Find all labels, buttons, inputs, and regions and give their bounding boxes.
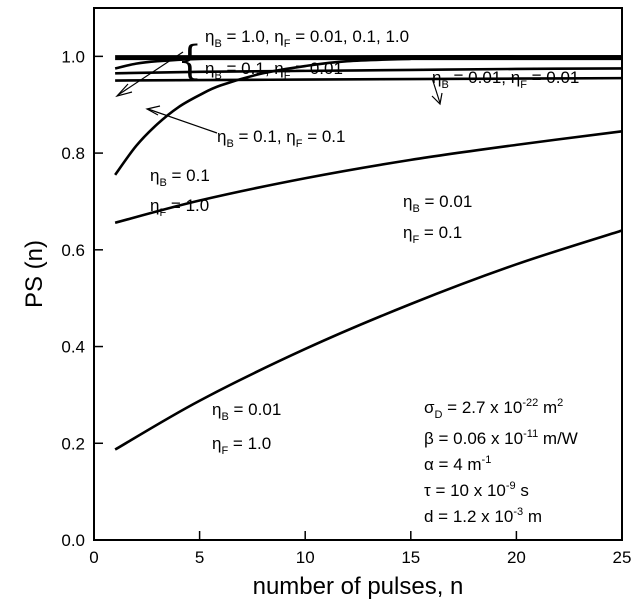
annotation-top-left-2: ηB = 0.1, ηF = 0.01	[205, 59, 343, 82]
x-tick-label: 15	[401, 548, 420, 567]
x-axis-title: number of pulses, n	[253, 573, 464, 600]
annotation-bottom-2: ηF = 1.0	[212, 434, 271, 457]
annotation-middle: ηB = 0.1, ηF = 0.1	[217, 127, 345, 150]
x-tick-label: 5	[195, 548, 204, 567]
axis-ticks: 0 5 10 15 20 25 0.0 0.2 0.4 0.6 0.8 1.0	[61, 47, 631, 567]
x-tick-label: 0	[89, 548, 98, 567]
arrow-top-right	[431, 77, 441, 104]
arrow-middle	[147, 108, 218, 134]
annotation-right-2: ηF = 0.1	[403, 223, 462, 246]
series-line-3	[114, 55, 622, 70]
arrow-top-left	[117, 51, 184, 96]
y-tick-label: 0.2	[61, 434, 85, 453]
param-beta: β = 0.06 x 10-11 m/W	[424, 428, 578, 448]
x-tick-label: 10	[296, 548, 315, 567]
plot-frame	[93, 7, 623, 541]
arrow-top-left-head	[115, 83, 133, 98]
series-line-7	[114, 130, 623, 224]
y-tick-label: 0.6	[61, 241, 85, 260]
arrow-middle-head	[145, 105, 161, 116]
x-tick-label: 25	[613, 548, 632, 567]
annotation-left-1: ηB = 0.1	[150, 166, 210, 189]
annotation-arrows	[115, 51, 443, 134]
arrow-top-right-head	[431, 92, 443, 106]
y-axis-title: PS (n)	[21, 240, 48, 308]
y-tick-label: 0.4	[61, 338, 85, 357]
series-line-8	[114, 229, 623, 451]
annotation-bottom-1: ηB = 0.01	[212, 400, 281, 423]
y-tick-label: 0.0	[61, 531, 85, 550]
data-series	[114, 55, 623, 451]
y-tick-label: 1.0	[61, 47, 85, 66]
annotation-top-right: ηB = 0.01, ηF = 0.01	[432, 68, 579, 91]
annotation-left-2: ηF = 1.0	[150, 196, 209, 219]
annotation-top-left-1: ηB = 1.0, ηF = 0.01, 0.1, 1.0	[205, 27, 409, 50]
annotation-brace: {	[177, 38, 202, 84]
series-line-4	[115, 67, 623, 75]
x-tick-label: 20	[507, 548, 526, 567]
param-tau: τ = 10 x 10-9 s	[424, 480, 529, 500]
annotation-right-1: ηB = 0.01	[403, 192, 472, 215]
y-tick-label: 0.8	[61, 144, 85, 163]
param-alpha: α = 4 m-1	[424, 454, 491, 474]
series-line-6	[115, 76, 623, 82]
series-line-5	[114, 57, 411, 176]
param-d: d = 1.2 x 10-3 m	[424, 506, 542, 526]
param-sigma: σD = 2.7 x 10-22 m2	[424, 397, 563, 421]
